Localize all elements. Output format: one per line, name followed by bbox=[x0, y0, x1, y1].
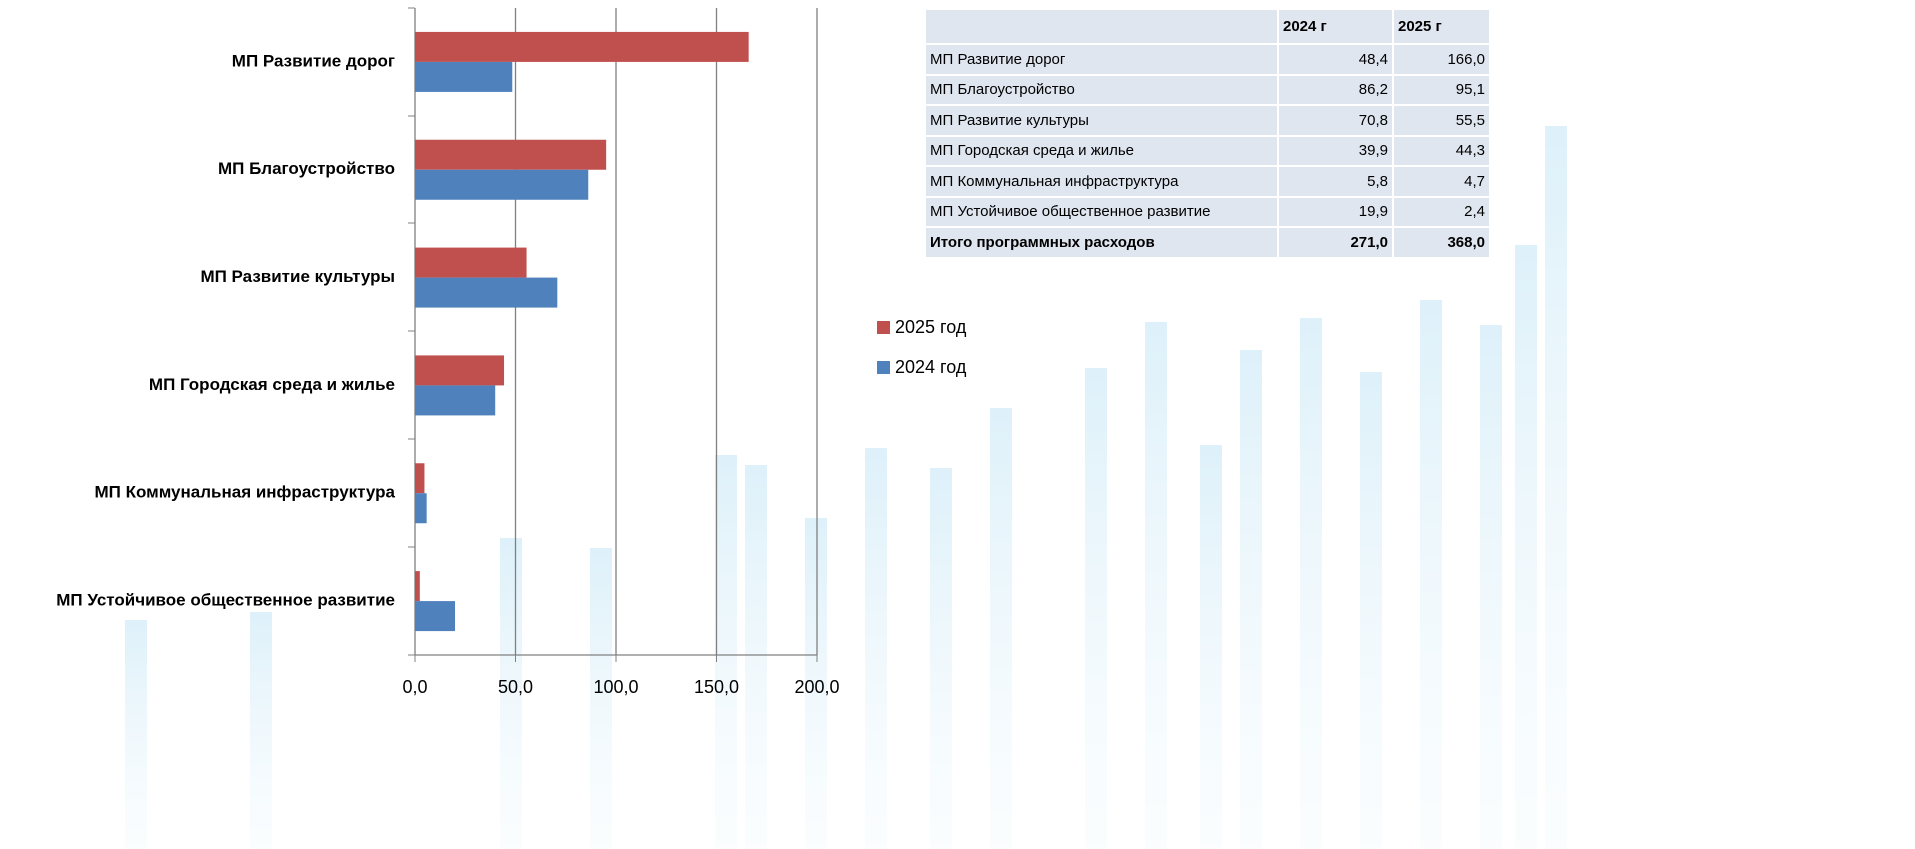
background-decoration bbox=[125, 126, 1567, 849]
legend-label: 2025 год bbox=[895, 317, 967, 337]
bar bbox=[415, 31, 749, 62]
total-cell: 368,0 bbox=[1392, 226, 1491, 259]
total-cell: Итого программных расходов bbox=[924, 226, 1279, 259]
table-cell: 19,9 bbox=[1277, 195, 1394, 228]
table-row: МП Благоустройство 86,2 95,1 bbox=[924, 73, 1491, 106]
bar bbox=[415, 277, 558, 308]
bar bbox=[415, 493, 427, 524]
table-cell: МП Развитие культуры bbox=[924, 104, 1279, 137]
legend-swatch bbox=[877, 361, 890, 374]
category-label: МП Благоустройство bbox=[218, 159, 395, 178]
bar bbox=[415, 355, 505, 386]
header-row: 2024 г 2025 г bbox=[924, 8, 1491, 45]
table-cell: МП Коммунальная инфраструктура bbox=[924, 165, 1279, 198]
bar bbox=[415, 61, 513, 92]
bar bbox=[415, 139, 607, 170]
table-cell: 44,3 bbox=[1392, 134, 1491, 167]
bar bbox=[415, 463, 425, 494]
legend-label: 2024 год bbox=[895, 357, 967, 377]
category-label: МП Устойчивое общественное развитие bbox=[56, 591, 395, 610]
table-cell: 2,4 bbox=[1392, 195, 1491, 228]
table-cell: 5,8 bbox=[1277, 165, 1394, 198]
table-row: МП Развитие культуры 70,8 55,5 bbox=[924, 104, 1491, 137]
total-row: Итого программных расходов 271,0 368,0 bbox=[924, 226, 1491, 259]
total-cell: 271,0 bbox=[1277, 226, 1394, 259]
table-row: МП Городская среда и жилье 39,9 44,3 bbox=[924, 134, 1491, 167]
table-cell: 39,9 bbox=[1277, 134, 1394, 167]
bar bbox=[415, 385, 496, 416]
table-cell: МП Благоустройство bbox=[924, 73, 1279, 106]
x-tick-label: 200,0 bbox=[794, 677, 839, 697]
x-tick-label: 0,0 bbox=[402, 677, 427, 697]
bar bbox=[415, 169, 589, 200]
x-tick-label: 50,0 bbox=[498, 677, 533, 697]
header-cell bbox=[924, 8, 1279, 45]
table-cell: 4,7 bbox=[1392, 165, 1491, 198]
table-cell: МП Городская среда и жилье bbox=[924, 134, 1279, 167]
bar bbox=[415, 571, 420, 602]
table-cell: 70,8 bbox=[1277, 104, 1394, 137]
legend-swatch bbox=[877, 321, 890, 334]
category-label: МП Городская среда и жилье bbox=[149, 375, 395, 394]
header-cell: 2025 г bbox=[1392, 8, 1491, 45]
bar bbox=[415, 601, 455, 632]
table-cell: МП Развитие дорог bbox=[924, 43, 1279, 76]
table-row: МП Устойчивое общественное развитие 19,9 2… bbox=[924, 195, 1491, 228]
table-cell: 86,2 bbox=[1277, 73, 1394, 106]
category-label: МП Развитие культуры bbox=[200, 267, 395, 286]
category-ticks bbox=[408, 7, 415, 656]
table-cell: 95,1 bbox=[1392, 73, 1491, 106]
table-row: МП Развитие дорог 48,4 166,0 bbox=[924, 43, 1491, 76]
x-tick-label: 100,0 bbox=[593, 677, 638, 697]
bar bbox=[415, 247, 527, 278]
table-cell: 166,0 bbox=[1392, 43, 1491, 76]
table-row: МП Коммунальная инфраструктура 5,8 4,7 bbox=[924, 165, 1491, 198]
table-cell: МП Устойчивое общественное развитие bbox=[924, 195, 1279, 228]
category-label: МП Развитие дорог bbox=[232, 51, 395, 70]
header-cell: 2024 г bbox=[1277, 8, 1394, 45]
table-cell: 55,5 bbox=[1392, 104, 1491, 137]
category-label: МП Коммунальная инфраструктура bbox=[94, 483, 395, 502]
data-table: 2024 г 2025 г МП Развитие дорог 48,4 166,0 МП… bbox=[924, 8, 1491, 259]
x-tick-label: 150,0 bbox=[694, 677, 739, 697]
table-cell: 48,4 bbox=[1277, 43, 1394, 76]
